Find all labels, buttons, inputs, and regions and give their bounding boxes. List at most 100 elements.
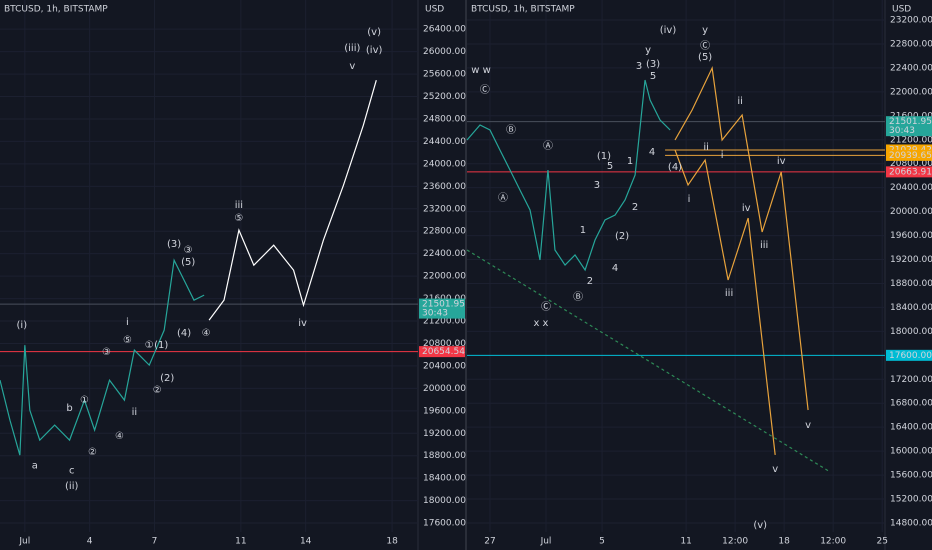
y-tick-label: 20000.00 <box>423 384 466 394</box>
y-tick-label: 18000.00 <box>890 327 932 337</box>
x-tick-label: 27 <box>484 537 495 547</box>
wave-label: (iv) <box>660 25 677 36</box>
y-tick-label: 20400.00 <box>423 361 466 371</box>
x-tick-label: 12:00 <box>820 537 846 547</box>
price-series <box>208 80 377 321</box>
y-tick-label: 23200.00 <box>890 16 932 26</box>
price-series <box>466 249 831 473</box>
price-label: 20663.91 <box>889 167 932 177</box>
y-tick-label: 24000.00 <box>423 159 466 169</box>
price-label: 21501.95 <box>422 300 465 310</box>
wave-label: iii <box>725 288 733 299</box>
y-tick-label: 22000.00 <box>423 272 466 282</box>
wave-label: b <box>66 403 72 414</box>
x-tick-label: 11 <box>235 537 246 547</box>
price-tag <box>886 149 932 161</box>
price-label: 20939.65 <box>889 151 932 161</box>
y-tick-label: 19200.00 <box>423 429 466 439</box>
x-tick-label: 5 <box>599 537 605 547</box>
y-tick-label: 23600.00 <box>423 182 466 192</box>
x-tick-label: Jul <box>18 537 30 547</box>
wave-label: (v) <box>753 520 767 531</box>
y-tick-label: 20000.00 <box>890 207 932 217</box>
wave-label: ii <box>703 142 709 153</box>
y-tick-label: 18000.00 <box>423 496 466 506</box>
price-label: 21501.95 <box>889 117 932 127</box>
price-tag <box>886 166 932 178</box>
wave-label: (v) <box>367 27 381 38</box>
wave-label: ④ <box>115 431 124 442</box>
wave-label: Ⓑ <box>573 291 583 303</box>
wave-label: (1) <box>154 340 168 351</box>
x-tick-label: 14 <box>300 537 312 547</box>
wave-label: 4 <box>612 263 618 274</box>
wave-label: (5) <box>181 257 195 268</box>
wave-label: (4) <box>668 162 682 173</box>
wave-label: i <box>721 150 724 161</box>
wave-label: iv <box>742 203 751 214</box>
y-tick-label: 24400.00 <box>423 137 466 147</box>
wave-label: v <box>805 420 811 431</box>
y-tick-label: 20800.00 <box>423 339 466 349</box>
y-tick-label: 15600.00 <box>890 471 932 481</box>
wave-label: ⑤ <box>123 335 132 346</box>
wave-label: ③ <box>102 347 111 358</box>
wave-label: iii <box>760 240 768 251</box>
wave-label: Ⓒ <box>541 301 551 313</box>
wave-label: (iii) <box>344 43 360 54</box>
y-tick-label: 22000.00 <box>890 87 932 97</box>
x-tick-label: 12:00 <box>722 537 748 547</box>
wave-label: x x <box>533 318 548 329</box>
y-tick-label: 20400.00 <box>890 183 932 193</box>
wave-label: w w <box>471 65 491 76</box>
wave-label: ④ <box>202 328 211 339</box>
y-axis-label: USD <box>892 5 911 15</box>
wave-label: (4) <box>177 328 191 339</box>
y-tick-label: 16000.00 <box>890 447 932 457</box>
y-tick-label: 19200.00 <box>890 255 932 265</box>
y-tick-label: 24800.00 <box>423 114 466 124</box>
x-tick-label: 18 <box>778 537 790 547</box>
countdown: 30:43 <box>422 309 448 319</box>
y-tick-label: 22800.00 <box>423 227 466 237</box>
y-tick-label: 14800.00 <box>890 518 932 528</box>
wave-label: ii <box>132 407 138 418</box>
wave-label: ⑤ <box>234 213 243 224</box>
y-tick-label: 21200.00 <box>890 135 932 145</box>
wave-label: iii <box>235 200 243 211</box>
wave-label: (3) <box>167 239 181 250</box>
wave-label: Ⓒ <box>480 84 490 96</box>
x-tick-label: 25 <box>876 537 887 547</box>
y-tick-label: 19600.00 <box>423 406 466 416</box>
wave-label: 2 <box>587 276 593 287</box>
wave-label: (3) <box>646 59 660 70</box>
y-tick-label: 20800.00 <box>890 159 932 169</box>
y-tick-label: 23200.00 <box>423 204 466 214</box>
price-series <box>0 258 205 456</box>
price-series <box>466 79 671 272</box>
wave-label: ② <box>153 385 162 396</box>
y-tick-label: 18400.00 <box>890 303 932 313</box>
chart-title: BTCUSD, 1h, BITSTAMP <box>471 5 575 15</box>
wave-label: ① <box>145 340 154 351</box>
price-tag <box>419 298 465 319</box>
wave-label: Ⓒ <box>700 40 710 52</box>
wave-label: 5 <box>607 161 613 172</box>
y-tick-label: 18800.00 <box>890 279 932 289</box>
wave-label: ③ <box>184 245 193 256</box>
wave-label: (5) <box>698 52 712 63</box>
wave-label: y <box>645 45 651 56</box>
y-tick-label: 26000.00 <box>423 47 466 57</box>
wave-label: (1) <box>597 151 611 162</box>
wave-label: 2 <box>632 202 638 213</box>
wave-label: Ⓐ <box>543 140 553 152</box>
price-label: 20654.54 <box>422 347 465 357</box>
price-tag <box>886 116 932 137</box>
wave-label: iv <box>777 156 786 167</box>
y-tick-label: 21200.00 <box>423 317 466 327</box>
y-tick-label: 26400.00 <box>423 25 466 35</box>
wave-label: c <box>69 465 75 476</box>
y-tick-label: 19600.00 <box>890 231 932 241</box>
wave-label: a <box>32 460 38 471</box>
